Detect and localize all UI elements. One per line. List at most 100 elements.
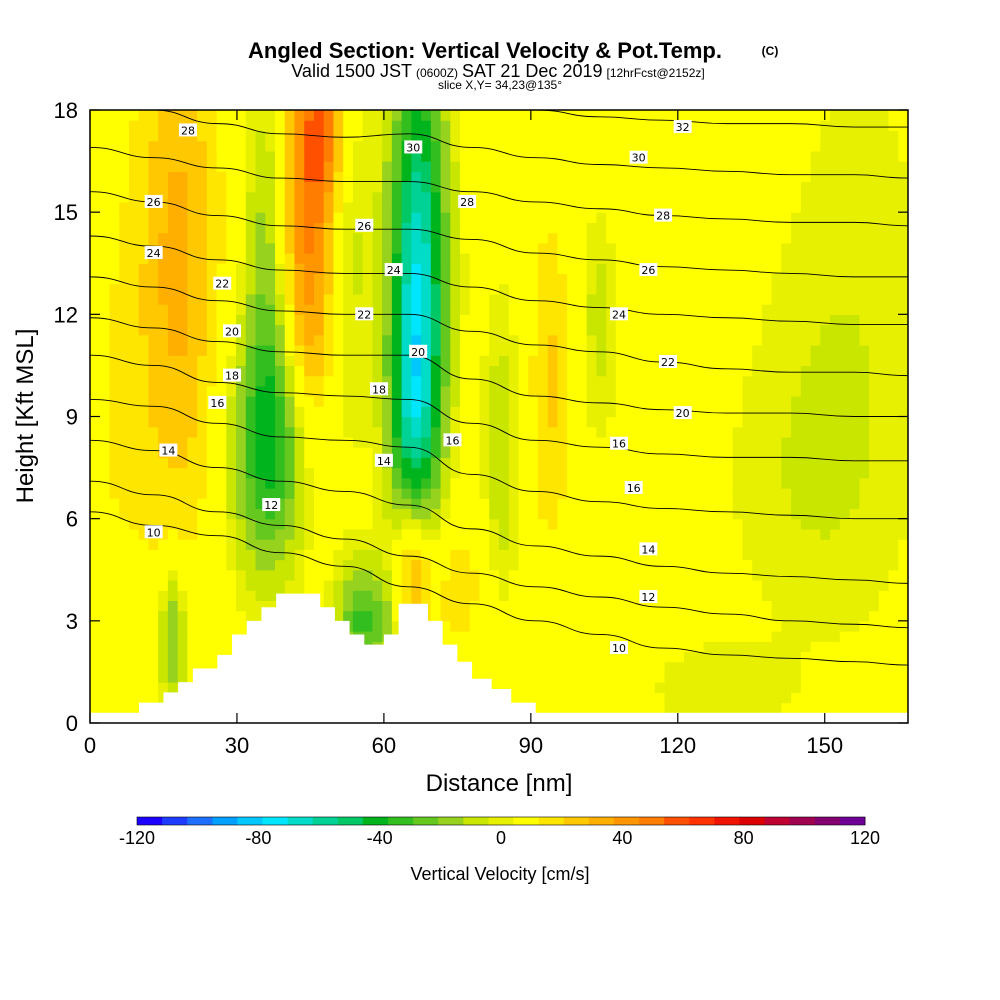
velocity-cell <box>177 161 188 172</box>
velocity-cell <box>528 140 539 152</box>
velocity-cell <box>352 426 364 438</box>
velocity-cell <box>800 283 812 295</box>
velocity-cell <box>99 477 111 489</box>
velocity-cell <box>313 110 325 121</box>
velocity-cell <box>732 201 744 213</box>
velocity-cell <box>684 692 695 704</box>
velocity-cell <box>138 508 150 520</box>
velocity-cell <box>567 416 578 428</box>
velocity-cell <box>119 528 130 540</box>
velocity-cell <box>167 518 179 530</box>
velocity-cell <box>878 436 890 448</box>
velocity-cell <box>800 201 812 213</box>
velocity-cell <box>226 457 237 469</box>
velocity-cell <box>547 222 559 234</box>
velocity-cell <box>382 150 393 162</box>
velocity-cell <box>752 150 763 162</box>
velocity-cell <box>557 498 568 510</box>
velocity-cell <box>245 600 257 612</box>
velocity-cell <box>693 232 705 244</box>
velocity-cell <box>596 365 607 377</box>
velocity-cell <box>489 140 500 152</box>
velocity-cell <box>898 610 908 622</box>
velocity-cell <box>197 579 208 591</box>
velocity-cell <box>722 263 734 275</box>
velocity-cell <box>693 385 705 397</box>
velocity-cell <box>119 314 130 326</box>
velocity-cell <box>703 590 714 601</box>
velocity-cell <box>800 457 812 469</box>
velocity-cell <box>313 518 325 530</box>
velocity-cell <box>557 253 568 264</box>
velocity-cell <box>537 436 549 448</box>
velocity-cell <box>635 569 646 581</box>
velocity-cell <box>323 283 335 295</box>
velocity-cell <box>99 253 111 264</box>
velocity-cell <box>859 150 870 162</box>
velocity-cell <box>664 539 675 550</box>
velocity-cell <box>713 447 724 458</box>
velocity-cell <box>635 661 646 673</box>
velocity-cell <box>411 498 422 510</box>
velocity-cell <box>236 344 247 356</box>
velocity-cell <box>197 498 208 510</box>
velocity-cell <box>557 600 568 612</box>
velocity-cell <box>576 477 588 489</box>
velocity-cell <box>664 528 675 540</box>
velocity-cell <box>489 324 500 336</box>
velocity-cell <box>528 396 539 407</box>
velocity-cell <box>664 344 675 356</box>
velocity-cell <box>849 161 860 172</box>
velocity-cell <box>372 569 383 581</box>
velocity-cell <box>109 355 120 367</box>
velocity-cell <box>537 498 549 510</box>
velocity-cell <box>800 426 812 438</box>
velocity-cell <box>810 334 821 346</box>
velocity-cell <box>732 447 744 458</box>
velocity-cell <box>693 110 705 121</box>
velocity-cell <box>177 293 188 305</box>
velocity-cell <box>567 559 578 571</box>
velocity-cell <box>635 692 646 704</box>
velocity-cell <box>557 610 568 622</box>
velocity-cell <box>245 498 257 510</box>
velocity-cell <box>372 120 383 132</box>
velocity-cell <box>849 344 860 356</box>
velocity-cell <box>255 549 266 561</box>
velocity-cell <box>158 253 169 264</box>
velocity-cell <box>421 304 432 315</box>
velocity-cell <box>635 457 646 469</box>
velocity-cell <box>411 314 422 326</box>
velocity-cell <box>430 344 442 356</box>
velocity-cell <box>343 334 354 346</box>
velocity-cell <box>654 518 666 530</box>
velocity-cell <box>216 150 227 162</box>
velocity-cell <box>284 110 296 121</box>
velocity-cell <box>645 508 656 520</box>
velocity-cell <box>615 191 627 203</box>
velocity-cell <box>557 314 568 326</box>
velocity-cell <box>411 365 422 377</box>
velocity-cell <box>761 181 773 193</box>
velocity-cell <box>557 283 568 295</box>
velocity-cell <box>177 590 188 601</box>
velocity-cell <box>869 559 880 571</box>
velocity-cell <box>518 610 529 622</box>
velocity-cell <box>499 253 510 264</box>
velocity-cell <box>499 406 510 418</box>
velocity-cell <box>781 293 792 305</box>
velocity-cell <box>323 293 335 305</box>
velocity-cell <box>664 590 675 601</box>
velocity-cell <box>440 488 451 499</box>
velocity-cell <box>372 477 383 489</box>
velocity-cell <box>206 426 218 438</box>
velocity-cell <box>382 253 393 264</box>
velocity-cell <box>323 447 335 458</box>
velocity-cell <box>284 140 296 152</box>
velocity-cell <box>128 365 140 377</box>
velocity-cell <box>460 477 471 489</box>
velocity-cell <box>781 283 792 295</box>
velocity-cell <box>654 467 666 479</box>
velocity-cell <box>684 222 695 234</box>
velocity-cell <box>109 661 120 673</box>
